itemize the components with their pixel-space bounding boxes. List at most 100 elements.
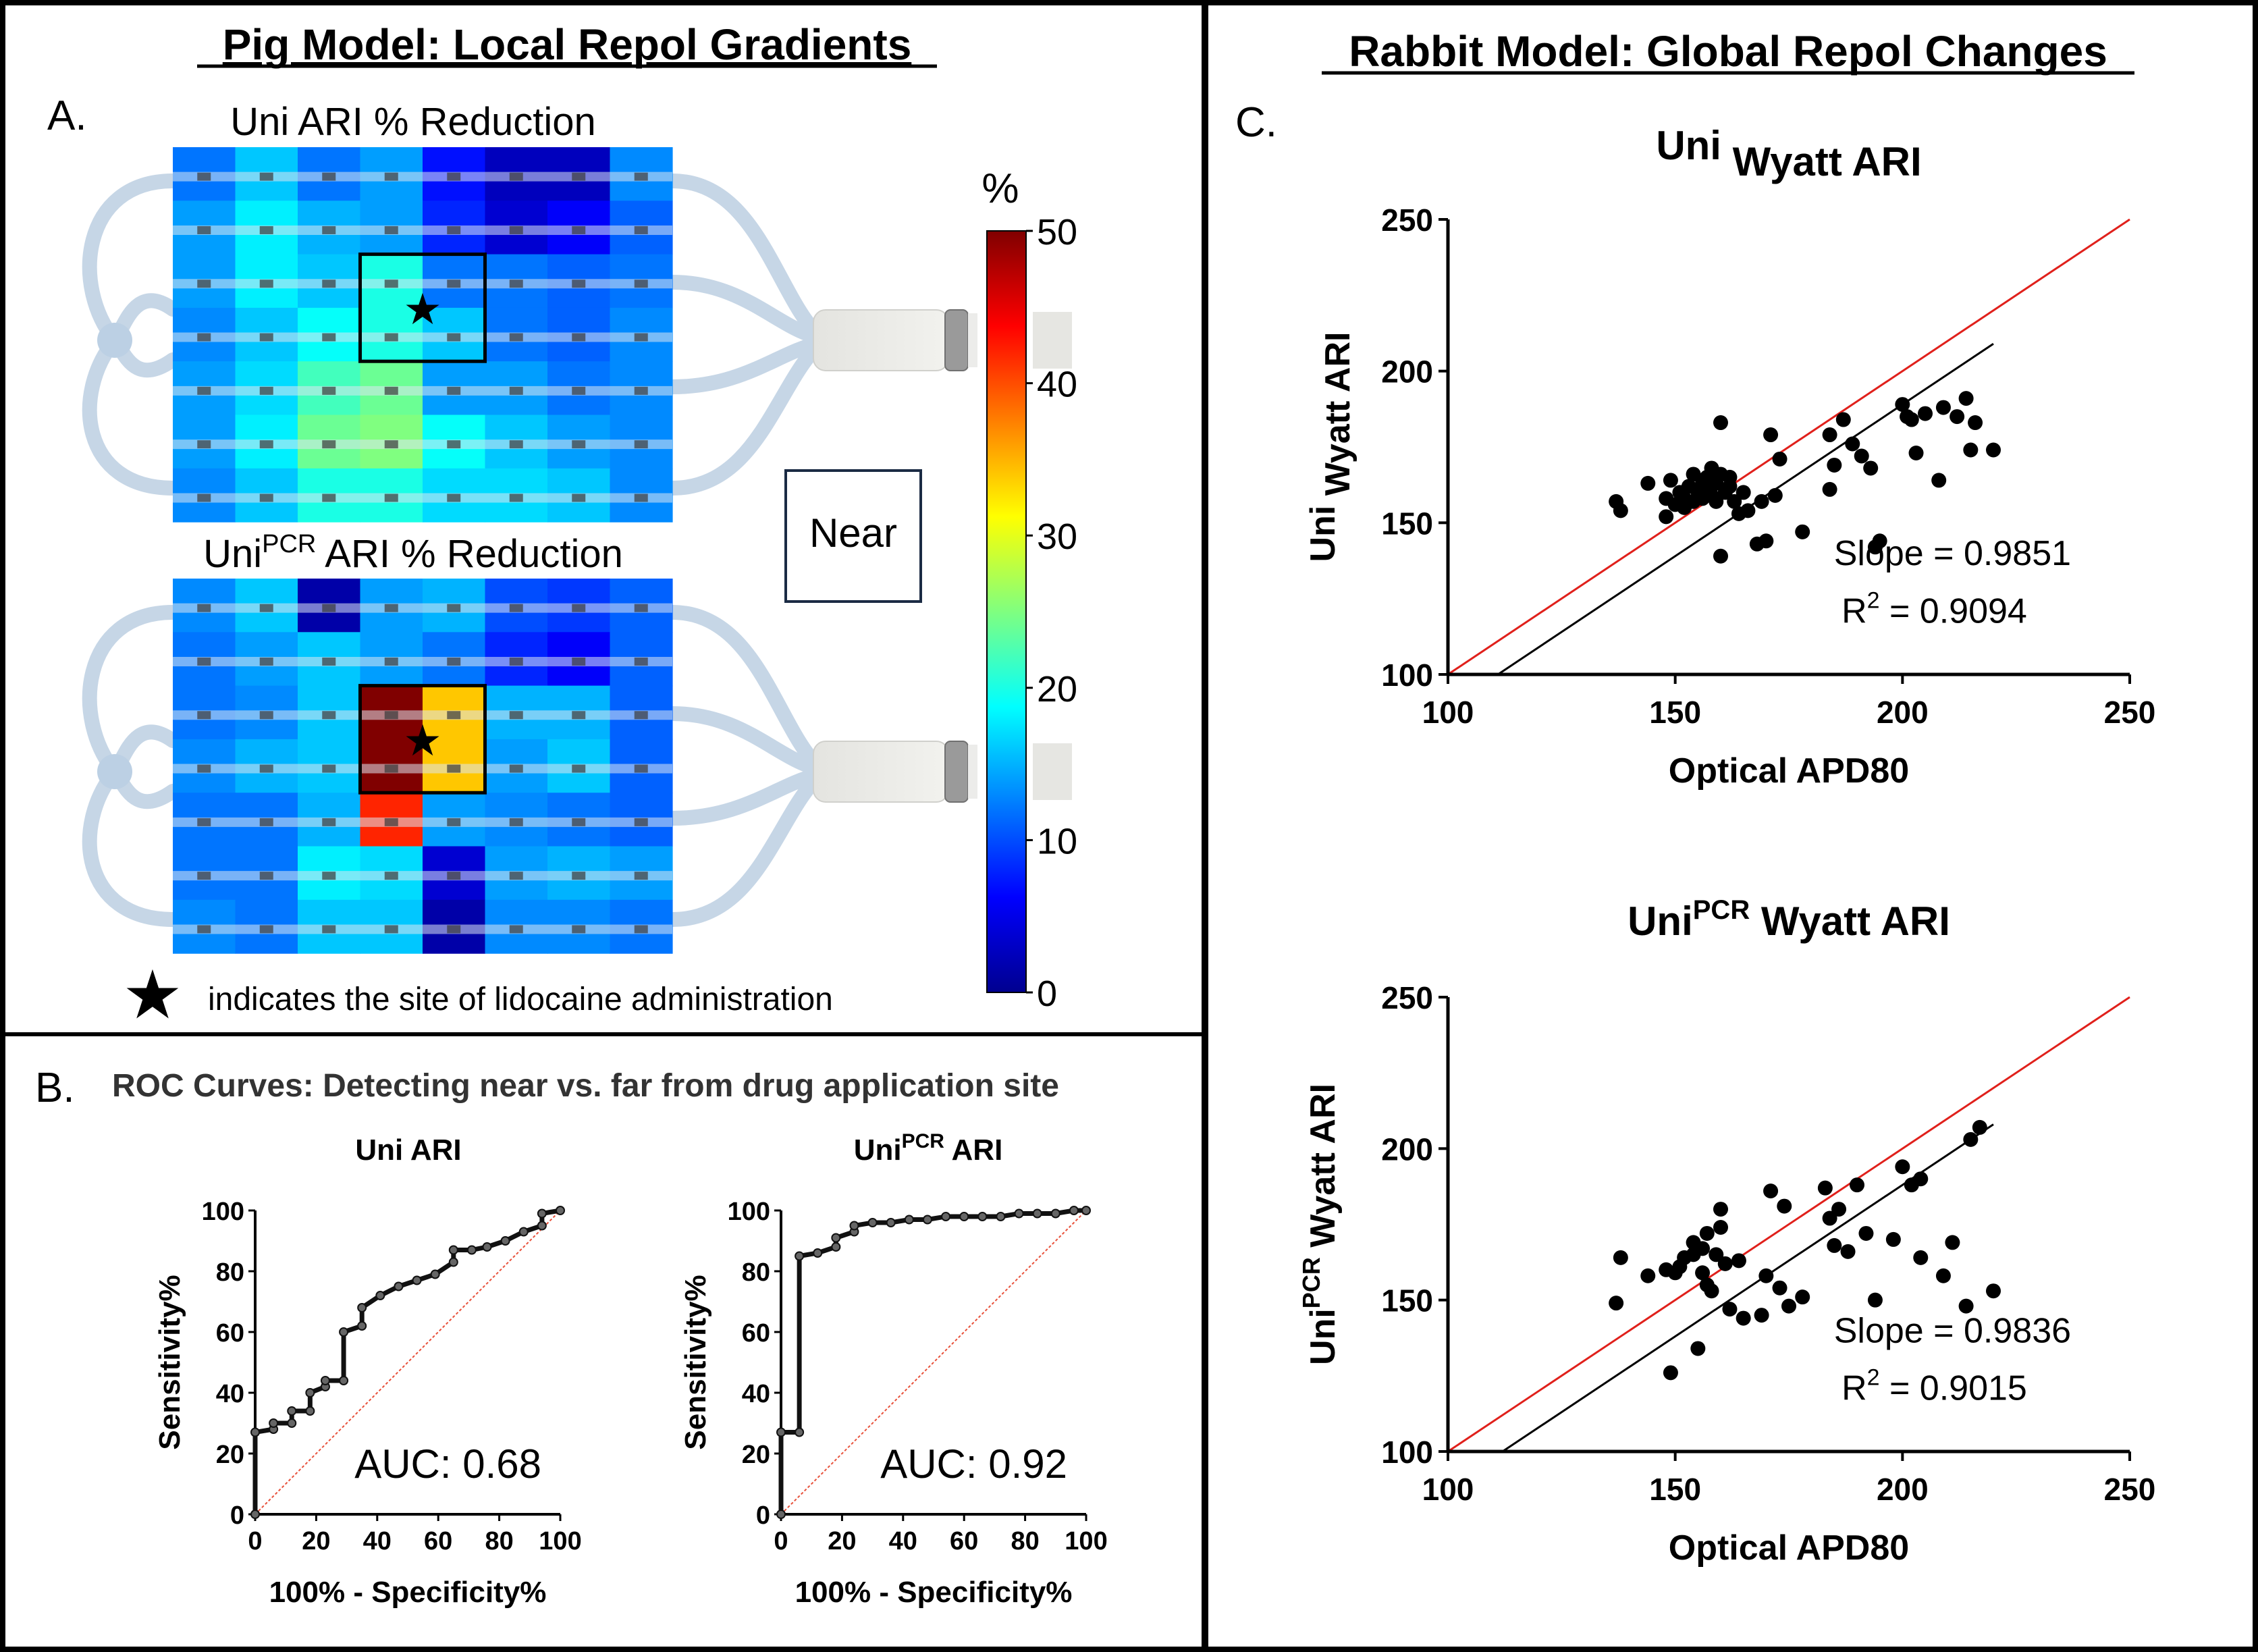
electrode-marker (259, 279, 273, 288)
catheter-connector-shadow (1033, 743, 1072, 800)
scatter-point (1945, 1235, 1960, 1250)
scatter-point (1986, 442, 2001, 458)
roc-point (813, 1248, 823, 1258)
scatter-point (1968, 415, 1983, 431)
scatter-point (1695, 1241, 1711, 1256)
electrode-marker (572, 925, 586, 934)
electrode-marker (384, 172, 398, 181)
scatter-point (1817, 1180, 1833, 1196)
scatter-point (1727, 494, 1742, 509)
roc-y-tick-label: 80 (216, 1258, 244, 1287)
electrode-marker (322, 818, 336, 826)
colorbar-tick-label: 10 (1037, 821, 1077, 861)
electrode-marker (572, 657, 586, 666)
electrode-marker (572, 440, 586, 449)
roc-point (795, 1251, 805, 1261)
scatter-point (1986, 1283, 2001, 1299)
catheter-spline (665, 174, 824, 341)
roc-point (922, 1215, 932, 1225)
scatter-x-tick-label: 200 (1877, 1472, 1929, 1507)
roc-point (849, 1221, 859, 1231)
electrode-marker (447, 225, 461, 234)
roc-x-tick-label: 60 (424, 1527, 452, 1555)
electrode-marker (447, 386, 461, 395)
roc-point (776, 1510, 786, 1519)
electrode-marker (322, 386, 336, 395)
r-squared-sup: 2 (1867, 1365, 1880, 1391)
roc-point (448, 1257, 458, 1267)
roc-x-axis-label: 100% - Specificity% (269, 1576, 547, 1609)
electrode-marker (509, 225, 523, 234)
electrode-marker (572, 333, 586, 342)
scatter-x-tick-label: 100 (1422, 1472, 1474, 1507)
roc-point (305, 1388, 315, 1397)
scatter-point (1858, 1225, 1874, 1241)
heatmap-bottom-title: UniPCR ARI % Reduction (203, 530, 623, 576)
y-label-base: Uni (1303, 506, 1343, 562)
scatter-point (1935, 400, 1951, 415)
electrode-marker (322, 440, 336, 449)
electrode-marker (197, 604, 211, 612)
roc-x-axis-label: 100% - Specificity% (795, 1576, 1073, 1609)
scatter-point (1913, 1250, 1929, 1265)
roc-point (556, 1206, 565, 1215)
electrode-marker (447, 818, 461, 826)
roc-auc-label: AUC: 0.68 (354, 1441, 541, 1487)
catheter-spline (665, 340, 824, 496)
scatter-point (1963, 1131, 1979, 1147)
scatter-point (1690, 1341, 1706, 1356)
electrode-marker (322, 604, 336, 612)
electrode-marker (384, 225, 398, 234)
electrode-marker (197, 440, 211, 449)
scatter-point (1872, 533, 1887, 549)
scatter-point (1904, 412, 1919, 427)
panel-letter-c: C. (1235, 99, 1277, 146)
roc-chart-uni-plot: 0 20 40 60 80 100 0 20 40 60 80 100 AUC: 0.68 100% - … (153, 1198, 582, 1609)
electrode-marker (634, 386, 648, 395)
catheter-illustration (82, 174, 1072, 496)
colorbar-unit: % (982, 165, 1019, 212)
electrode-marker (509, 872, 523, 880)
electrode-marker (322, 225, 336, 234)
electrode-marker (322, 764, 336, 773)
electrode-marker (322, 494, 336, 502)
electrode-marker (572, 225, 586, 234)
colorbar-tick-label: 0 (1037, 974, 1057, 1014)
electrode-marker (384, 440, 398, 449)
scatter-point (1972, 1119, 1987, 1135)
electrode-marker (572, 494, 586, 502)
roc-x-tick-label: 0 (774, 1527, 788, 1555)
electrode-marker (259, 604, 273, 612)
scatter-point (1659, 509, 1674, 525)
scatter-point (1722, 1302, 1738, 1317)
roc-point (320, 1376, 330, 1385)
scatter-point (1958, 1298, 1974, 1314)
roc-y-tick-label: 20 (742, 1441, 770, 1469)
scatter-point (1758, 1268, 1774, 1283)
electrode-marker (197, 225, 211, 234)
roc-point (339, 1376, 349, 1385)
scatter-y-axis-label: Uni Wyatt ARI (1303, 332, 1358, 562)
electrode-marker (509, 604, 523, 612)
electrode-marker (634, 604, 648, 612)
heatmap-top-overlay: ★ (173, 171, 672, 503)
scatter-point (1840, 1244, 1856, 1259)
roc-point (1050, 1208, 1060, 1219)
scatter-point (1695, 1265, 1711, 1281)
roc-point (269, 1418, 279, 1428)
roc-point (1069, 1206, 1079, 1215)
electrode-marker (259, 711, 273, 720)
lidocaine-site-star-icon: ★ (403, 716, 441, 765)
electrode-marker (447, 604, 461, 612)
catheter-spline (82, 605, 180, 779)
electrode-marker (509, 440, 523, 449)
legend-star-icon: ★ (122, 957, 183, 1033)
electrode-marker (634, 925, 648, 934)
panel-letter-b: B. (35, 1065, 75, 1111)
roc-y-tick-label: 0 (756, 1501, 770, 1530)
